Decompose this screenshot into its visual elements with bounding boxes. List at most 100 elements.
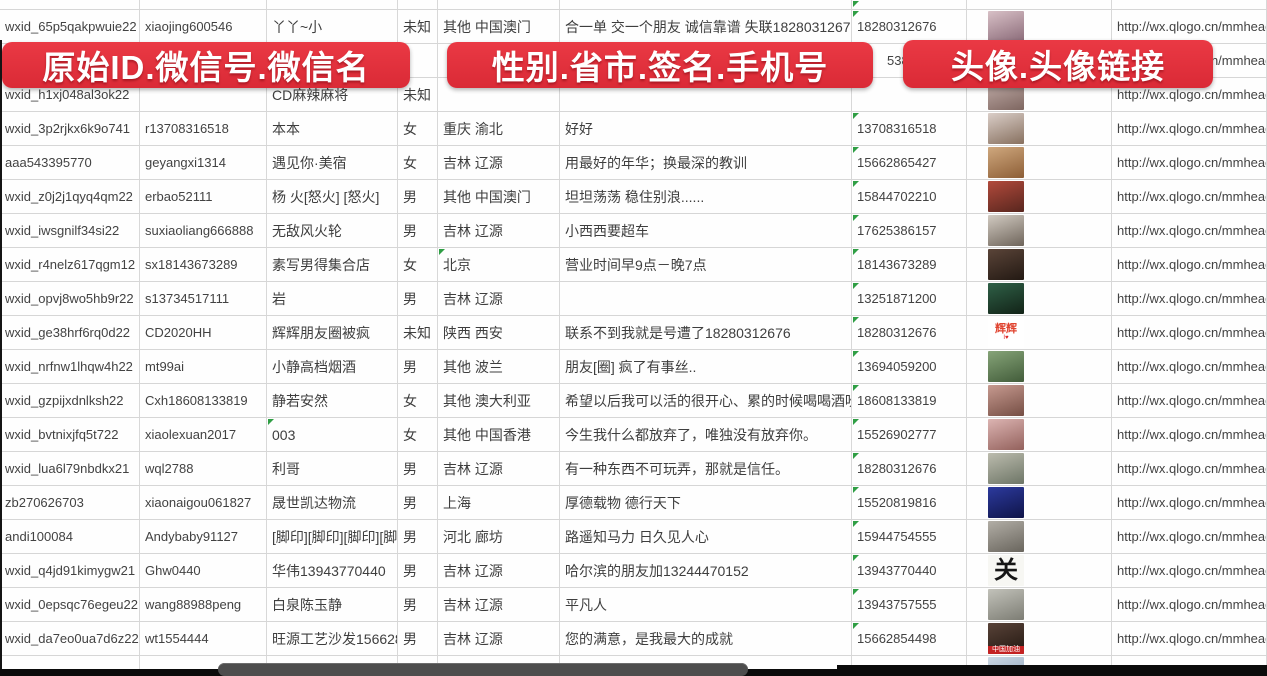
cell-original-id[interactable]: wxid_0epsqc76egeu22 xyxy=(0,588,140,621)
cell-phone[interactable]: 15662865427 xyxy=(852,146,967,179)
cell-wechat-id[interactable]: CD2020HH xyxy=(140,316,267,349)
cell-region[interactable]: 重庆 渝北 xyxy=(438,112,560,145)
cell-wechat-name[interactable]: 华伟13943770440 xyxy=(267,554,398,587)
cell-avatar-url[interactable]: http://wx.qlogo.cn/mmhead xyxy=(1112,520,1267,553)
cell-avatar-url[interactable]: http://wx.qlogo.cn/mmhead xyxy=(1112,486,1267,519)
cell-avatar[interactable] xyxy=(967,0,1112,9)
cell-original-id[interactable]: wxid_h1xj048al3ok22 xyxy=(0,78,140,111)
cell-avatar-url[interactable]: http://wx.qlogo.cn/mmhead xyxy=(1112,418,1267,451)
cell-avatar-url[interactable]: http://wx.qlogo.cn/mmhead xyxy=(1112,282,1267,315)
cell-wechat-name[interactable]: 小静高档烟酒 xyxy=(267,350,398,383)
cell-original-id[interactable]: wxid_q4jd91kimygw21 xyxy=(0,554,140,587)
cell-signature[interactable]: 用最好的年华；换最深的教训 xyxy=(560,146,852,179)
cell-avatar-url[interactable]: http://wx.qlogo.cn/mmhead xyxy=(1112,10,1267,43)
cell-original-id[interactable]: andi100084 xyxy=(0,520,140,553)
cell-wechat-id[interactable] xyxy=(140,78,267,111)
cell-original-id[interactable]: wxid_r4nelz617qgm12 xyxy=(0,248,140,281)
cell-wechat-id[interactable]: wang88988peng xyxy=(140,588,267,621)
cell-gender[interactable] xyxy=(398,44,438,77)
cell-signature[interactable]: 联系不到我就是号遭了18280312676 xyxy=(560,316,852,349)
cell-phone[interactable] xyxy=(852,0,967,9)
cell-gender[interactable]: 未知 xyxy=(398,78,438,111)
cell-signature[interactable]: 合一单 交一个朋友 诚信靠谱 失联18280312676 xyxy=(560,10,852,43)
cell-gender[interactable]: 女 xyxy=(398,384,438,417)
cell-region[interactable]: 上海 xyxy=(438,486,560,519)
cell-region[interactable]: 其他 中国香港 xyxy=(438,418,560,451)
cell-wechat-name[interactable]: 丫丫~小 xyxy=(267,10,398,43)
cell-avatar[interactable] xyxy=(967,486,1112,519)
cell-wechat-id[interactable]: xiaonaigou061827 xyxy=(140,486,267,519)
cell-original-id[interactable] xyxy=(0,0,140,9)
cell-phone[interactable]: 13251871200 xyxy=(852,282,967,315)
cell-wechat-name[interactable]: 静若安然 xyxy=(267,384,398,417)
cell-gender[interactable]: 男 xyxy=(398,214,438,247)
cell-avatar[interactable] xyxy=(967,214,1112,247)
cell-gender[interactable]: 男 xyxy=(398,588,438,621)
cell-signature[interactable]: 希望以后我可以活的很开心、累的时候喝喝酒吹吹[ xyxy=(560,384,852,417)
cell-phone[interactable]: 15944754555 xyxy=(852,520,967,553)
cell-phone[interactable]: 13943757555 xyxy=(852,588,967,621)
cell-wechat-name[interactable]: 杨 火[怒火] [怒火] xyxy=(267,180,398,213)
cell-phone[interactable]: 17625386157 xyxy=(852,214,967,247)
cell-avatar[interactable] xyxy=(967,384,1112,417)
cell-original-id[interactable]: wxid_da7eo0ua7d6z22 xyxy=(0,622,140,655)
cell-wechat-id[interactable]: Ghw0440 xyxy=(140,554,267,587)
cell-region[interactable]: 吉林 辽源 xyxy=(438,452,560,485)
cell-wechat-name[interactable]: 无敌风火轮 xyxy=(267,214,398,247)
cell-wechat-id[interactable]: wql2788 xyxy=(140,452,267,485)
cell-region[interactable]: 陕西 西安 xyxy=(438,316,560,349)
cell-wechat-id[interactable]: suxiaoliang666888 xyxy=(140,214,267,247)
cell-gender[interactable]: 男 xyxy=(398,452,438,485)
cell-gender[interactable]: 男 xyxy=(398,622,438,655)
cell-signature[interactable]: 平凡人 xyxy=(560,588,852,621)
cell-phone[interactable]: 15844702210 xyxy=(852,180,967,213)
cell-signature[interactable]: 厚德载物 德行天下 xyxy=(560,486,852,519)
cell-original-id[interactable]: wxid_gzpijxdnlksh22 xyxy=(0,384,140,417)
cell-gender[interactable]: 女 xyxy=(398,146,438,179)
cell-avatar[interactable]: 辉辉 I♥ xyxy=(967,316,1112,349)
cell-wechat-name[interactable] xyxy=(267,0,398,9)
cell-wechat-id[interactable]: geyangxi1314 xyxy=(140,146,267,179)
cell-avatar-url[interactable]: http://wx.qlogo.cn/mmhead xyxy=(1112,316,1267,349)
cell-avatar[interactable] xyxy=(967,248,1112,281)
cell-signature[interactable]: 朋友[圈] 疯了有事丝.. xyxy=(560,350,852,383)
cell-phone[interactable]: 15526902777 xyxy=(852,418,967,451)
scrollbar-thumb[interactable] xyxy=(218,663,748,676)
cell-wechat-id[interactable]: Cxh18608133819 xyxy=(140,384,267,417)
cell-avatar-url[interactable]: http://wx.qlogo.cn/mmhead xyxy=(1112,146,1267,179)
cell-wechat-name[interactable]: 岩 xyxy=(267,282,398,315)
cell-avatar[interactable]: 关 xyxy=(967,554,1112,587)
cell-wechat-name[interactable]: 晟世凯达物流 xyxy=(267,486,398,519)
cell-wechat-name[interactable]: [脚印][脚印][脚印][脚印] xyxy=(267,520,398,553)
cell-phone[interactable]: 18280312676 xyxy=(852,452,967,485)
cell-phone[interactable]: 13943770440 xyxy=(852,554,967,587)
cell-region[interactable]: 吉林 辽源 xyxy=(438,146,560,179)
cell-phone[interactable]: 15662854498 xyxy=(852,622,967,655)
cell-original-id[interactable]: wxid_bvtnixjfq5t722 xyxy=(0,418,140,451)
cell-gender[interactable]: 男 xyxy=(398,554,438,587)
cell-original-id[interactable]: wxid_nrfnw1lhqw4h22 xyxy=(0,350,140,383)
cell-signature[interactable]: 哈尔滨的朋友加13244470152 xyxy=(560,554,852,587)
cell-avatar-url[interactable] xyxy=(1112,0,1267,9)
cell-wechat-name[interactable]: 辉辉朋友圈被疯 xyxy=(267,316,398,349)
cell-gender[interactable]: 男 xyxy=(398,486,438,519)
cell-wechat-id[interactable]: r13708316518 xyxy=(140,112,267,145)
cell-signature[interactable]: 今生我什么都放弃了，唯独没有放弃你。 xyxy=(560,418,852,451)
cell-avatar-url[interactable]: http://wx.qlogo.cn/mmhead xyxy=(1112,384,1267,417)
cell-wechat-id[interactable]: erbao52111 xyxy=(140,180,267,213)
cell-avatar[interactable] xyxy=(967,520,1112,553)
cell-phone[interactable]: 18280312676 xyxy=(852,316,967,349)
cell-signature[interactable]: 您的满意，是我最大的成就 xyxy=(560,622,852,655)
cell-wechat-id[interactable]: mt99ai xyxy=(140,350,267,383)
cell-gender[interactable]: 女 xyxy=(398,112,438,145)
cell-gender[interactable]: 男 xyxy=(398,282,438,315)
cell-avatar[interactable] xyxy=(967,146,1112,179)
cell-wechat-id[interactable]: sx18143673289 xyxy=(140,248,267,281)
cell-region[interactable]: 吉林 辽源 xyxy=(438,282,560,315)
cell-phone[interactable]: 13694059200 xyxy=(852,350,967,383)
cell-avatar-url[interactable]: http://wx.qlogo.cn/mmhead xyxy=(1112,112,1267,145)
cell-wechat-name[interactable]: 利哥 xyxy=(267,452,398,485)
cell-region[interactable]: 吉林 辽源 xyxy=(438,214,560,247)
cell-wechat-id[interactable]: xiaolexuan2017 xyxy=(140,418,267,451)
cell-region[interactable]: 其他 波兰 xyxy=(438,350,560,383)
